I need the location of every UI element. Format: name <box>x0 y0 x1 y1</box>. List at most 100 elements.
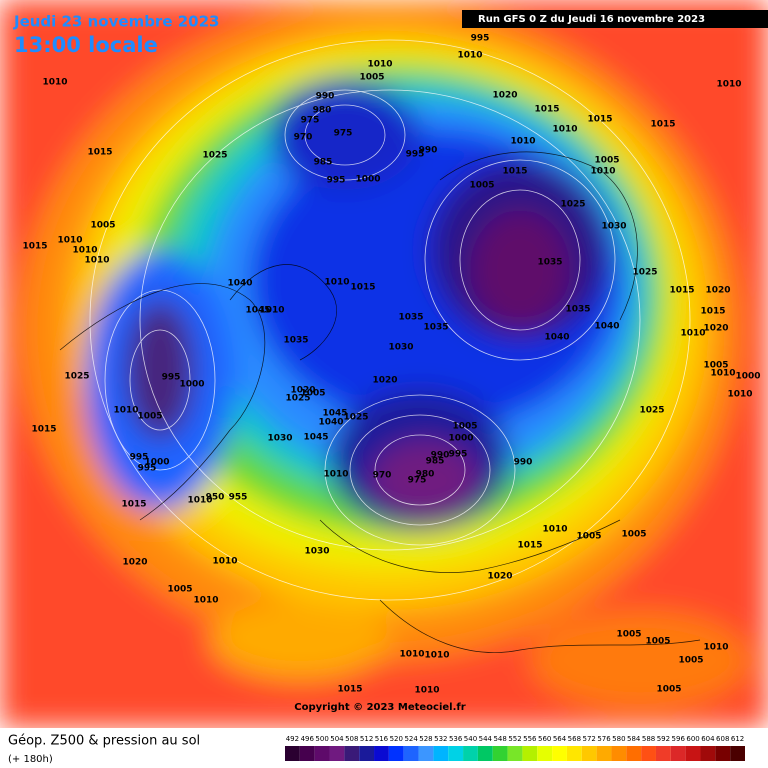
isobar-label: 1000 <box>735 372 760 382</box>
isobar-label: 1040 <box>227 279 252 289</box>
isobar-label: 1005 <box>469 181 494 191</box>
geopotential-field <box>0 0 768 728</box>
scale-swatch <box>581 746 597 761</box>
isobar-label: 1010 <box>212 557 237 567</box>
scale-swatch <box>403 746 419 761</box>
scale-swatch <box>344 746 360 761</box>
isobar-label: 1015 <box>669 286 694 296</box>
scale-swatch <box>522 746 538 761</box>
isobar-label: 1045 <box>245 306 270 316</box>
scale-label: 604 <box>701 735 715 743</box>
isobar-label: 1010 <box>193 596 218 606</box>
isobar-label: 1025 <box>343 413 368 423</box>
scale-swatch <box>299 746 315 761</box>
scale-label: 612 <box>731 735 744 743</box>
isobar-label: 1030 <box>388 343 413 353</box>
isobar-label: 990 <box>419 146 438 156</box>
isobar-label: 1030 <box>601 222 626 232</box>
isobar-label: 1025 <box>202 151 227 161</box>
scale-label: 536 <box>449 735 463 743</box>
isobar-label: 1010 <box>323 470 348 480</box>
isobar-label: 1005 <box>137 412 162 422</box>
isobar-label: 1010 <box>424 651 449 661</box>
isobar-label: 1010 <box>716 80 741 90</box>
isobar-label: 1015 <box>650 120 675 130</box>
isobar-label: 1025 <box>632 268 657 278</box>
isobar-label: 1025 <box>560 200 585 210</box>
isobar-label: 1005 <box>359 73 384 83</box>
isobar-label: 975 <box>334 129 353 139</box>
scale-label: 496 <box>301 735 315 743</box>
isobar-label: 1030 <box>267 434 292 444</box>
lead-time: (+ 180h) <box>8 754 53 765</box>
isobar-label: 995 <box>138 464 157 474</box>
scale-swatch <box>374 746 389 761</box>
isobar-label: 1000 <box>355 175 380 185</box>
isobar-label: 1010 <box>414 686 439 696</box>
scale-label: 512 <box>360 735 373 743</box>
isobar-label: 1010 <box>324 278 349 288</box>
isobar-label: 1030 <box>304 547 329 557</box>
date: Jeudi 23 novembre 2023 <box>13 13 219 31</box>
scale-swatch <box>537 746 553 761</box>
isobar-label: 1005 <box>594 156 619 166</box>
isobar-label: 1040 <box>318 418 343 428</box>
isobar-label: 1020 <box>492 91 517 101</box>
isobar-label: 1020 <box>705 286 730 296</box>
scale-label: 576 <box>597 735 611 743</box>
isobar-label: 1020 <box>122 558 147 568</box>
isobar-label: 1035 <box>565 305 590 315</box>
scale-swatch <box>477 746 493 761</box>
isobar-label: 1015 <box>337 685 362 695</box>
isobar-label: 995 <box>162 373 181 383</box>
scale-label: 532 <box>434 735 447 743</box>
scale-swatch <box>655 746 671 761</box>
isobar-label: 1015 <box>534 105 559 115</box>
isobar-label: 1015 <box>350 283 375 293</box>
scale-label: 500 <box>315 735 328 743</box>
isobar-label: 1005 <box>621 530 646 540</box>
run-banner <box>462 10 768 28</box>
isobar-label: 995 <box>130 453 149 463</box>
isobar-label: 975 <box>408 476 427 486</box>
isobar-label: 1035 <box>283 336 308 346</box>
scale-swatch <box>418 746 434 761</box>
isobar-label: 995 <box>406 150 425 160</box>
isobar-label: 955 <box>229 493 248 503</box>
scale-label: 504 <box>330 735 344 743</box>
scale-swatch <box>433 746 449 761</box>
isobar-label: 1010 <box>57 236 82 246</box>
isobar-label: 1005 <box>90 221 115 231</box>
isobar-label: 1010 <box>457 51 482 61</box>
isobar-label: 1010 <box>259 306 284 316</box>
isobar-label: 980 <box>416 470 435 480</box>
scale-label: 580 <box>612 735 625 743</box>
isobar-label: 1020 <box>487 572 512 582</box>
isobar-label: 990 <box>431 451 450 461</box>
scale-swatch <box>359 746 375 761</box>
isobar-label: 1010 <box>113 406 138 416</box>
isobar-label: 1010 <box>542 525 567 535</box>
isobar-label: 1045 <box>322 409 347 419</box>
isobar-label: 1015 <box>587 115 612 125</box>
scale-swatch <box>700 746 716 761</box>
scale-swatch <box>329 746 345 761</box>
scale-swatch <box>626 746 642 761</box>
isobar-label: 1010 <box>84 256 109 266</box>
scale-label: 528 <box>419 735 432 743</box>
isobar-label: 1045 <box>303 433 328 443</box>
isobar-label: 1015 <box>121 500 146 510</box>
scale-label: 588 <box>642 735 655 743</box>
isobar-label: 1010 <box>42 78 67 88</box>
isobar-label: 995 <box>327 176 346 186</box>
isobar-label: 970 <box>373 471 392 481</box>
scale-label: 552 <box>508 735 521 743</box>
coastlines <box>59 151 701 653</box>
isobar-label: 1005 <box>703 361 728 371</box>
isobar-label: 1040 <box>594 322 619 332</box>
scale-swatch <box>448 746 464 761</box>
scale-label: 556 <box>523 735 537 743</box>
scale-label: 592 <box>657 735 670 743</box>
